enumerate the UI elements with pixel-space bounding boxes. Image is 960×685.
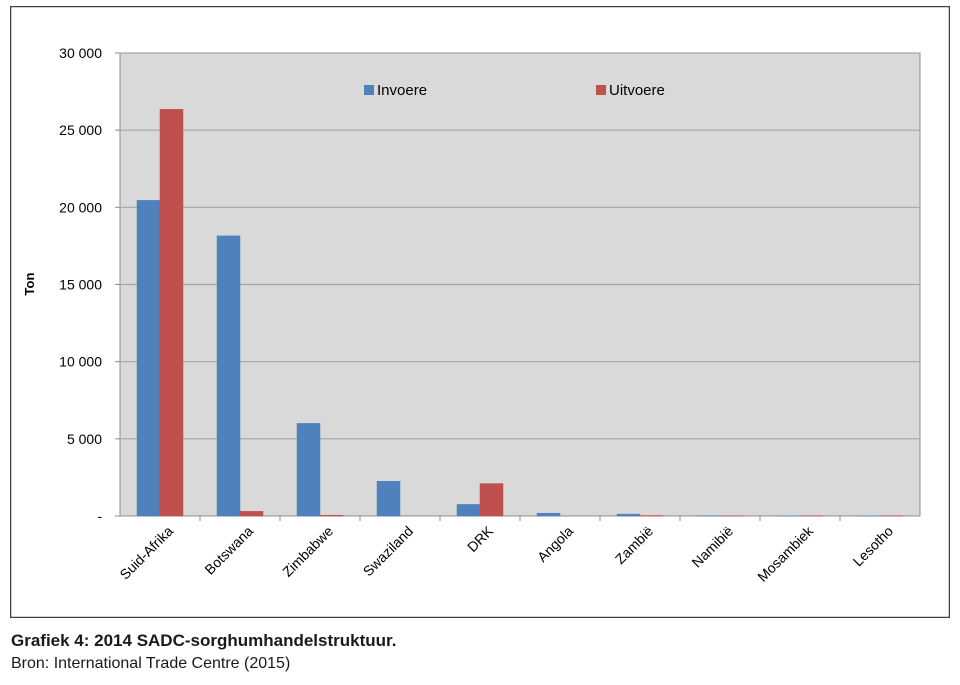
bar-invoere [216, 235, 241, 517]
y-tick-label: 30 000 [59, 45, 102, 61]
legend-label-invoere: Invoere [377, 82, 427, 99]
bar-invoere [136, 200, 161, 517]
y-axis-label: Ton [22, 273, 37, 296]
bar-invoere [296, 423, 321, 517]
bar-invoere [536, 512, 561, 517]
legend-swatch-uitvoere [596, 85, 606, 95]
y-tick-label: 15 000 [59, 277, 102, 293]
figure-caption-source: Bron: International Trade Centre (2015) [11, 655, 291, 672]
legend: Invoere Uitvoere [364, 82, 665, 99]
y-tick-label: 20 000 [59, 199, 102, 215]
bar-uitvoere [319, 514, 344, 517]
bar-invoere [456, 504, 481, 517]
figure-caption-title: Grafiek 4: 2014 SADC-sorghumhandelstrukt… [11, 631, 397, 650]
gridlines [120, 52, 920, 440]
bar-uitvoere [239, 511, 264, 517]
y-tick-label: - [97, 508, 102, 524]
y-tick-label: 25 000 [59, 122, 102, 138]
legend-swatch-invoere [364, 85, 374, 95]
legend-label-uitvoere: Uitvoere [609, 82, 665, 99]
bar-uitvoere [159, 109, 184, 517]
bar-invoere [616, 513, 641, 517]
chart-frame: -5 000 10 000 15 000 20 000 25 000 30 000 Sui… [10, 6, 950, 618]
y-tick-label: 5 000 [67, 431, 102, 447]
y-axis-tick-labels: - 5 000 10 000 15 000 20 000 25 000 30 000 [59, 45, 120, 524]
bar-uitvoere [479, 483, 504, 517]
y-tick-label: 10 000 [59, 354, 102, 370]
bars [136, 109, 904, 521]
bar-invoere [376, 481, 401, 517]
